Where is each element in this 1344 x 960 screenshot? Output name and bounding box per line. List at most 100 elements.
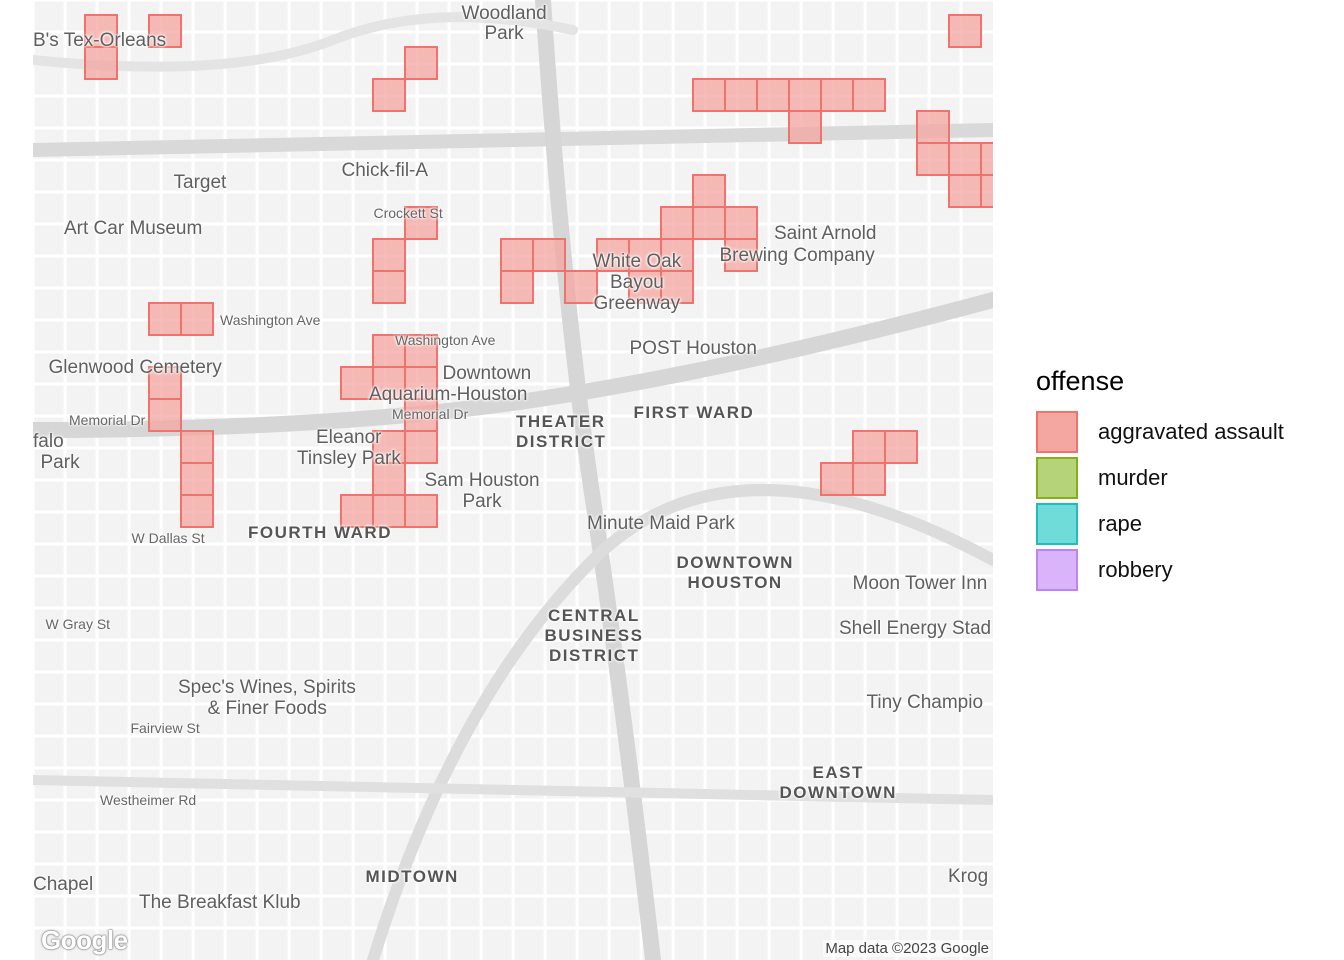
map-label: Washington Ave (395, 332, 496, 348)
map-label: The Breakfast Klub (139, 891, 301, 913)
grid-cell-aggravated-assault (916, 110, 950, 144)
grid-cell-aggravated-assault (660, 238, 694, 272)
grid-cell-aggravated-assault (372, 78, 406, 112)
grid-cell-aggravated-assault (916, 142, 950, 176)
legend-label: robbery (1098, 557, 1173, 582)
grid-cell-aggravated-assault (596, 238, 630, 272)
map-label: Woodland (461, 2, 547, 24)
grid-cell-aggravated-assault (180, 494, 214, 528)
grid-cell-aggravated-assault (564, 270, 598, 304)
legend-label: rape (1098, 511, 1143, 536)
map-label: DISTRICT (516, 431, 607, 451)
grid-cell-aggravated-assault (148, 302, 182, 336)
base-map-roads (33, 0, 993, 960)
map-label: W Gray St (45, 616, 111, 632)
grid-cell-aggravated-assault (180, 302, 214, 336)
map-label: Glenwood Cemetery (48, 356, 222, 378)
map-label: DOWNTOWN (676, 552, 794, 572)
map-label: Memorial Dr (392, 406, 469, 422)
map-label: Tiny Champio (866, 691, 984, 713)
map-label: Minute Maid Park (587, 512, 735, 534)
grid-cell-aggravated-assault (692, 206, 726, 240)
grid-cell-aggravated-assault (724, 238, 758, 272)
grid-cell-aggravated-assault (500, 270, 534, 304)
legend-item: rape (1036, 501, 1284, 547)
map-label: Greenway (593, 292, 681, 314)
map-label: Saint Arnold (774, 222, 877, 244)
map-label: Memorial Dr (69, 412, 146, 428)
grid-cell-aggravated-assault (500, 238, 534, 272)
grid-cell-aggravated-assault (404, 206, 438, 240)
grid-cell-aggravated-assault (948, 142, 982, 176)
grid-cell-aggravated-assault (852, 462, 886, 496)
legend: offense aggravated assault murder rape robb… (1036, 366, 1284, 593)
grid-cell-aggravated-assault (372, 430, 406, 464)
map-label: Park (484, 22, 524, 44)
road (33, 292, 993, 438)
map-label: DOWNTOWN (779, 782, 897, 802)
grid-cell-aggravated-assault (404, 430, 438, 464)
map-label: Park (462, 490, 502, 512)
road (33, 12, 578, 72)
legend-title: offense (1036, 366, 1125, 396)
map-label: Fairview St (130, 720, 200, 736)
grid-cell-aggravated-assault (948, 14, 982, 48)
map-label: Bayou (610, 271, 664, 293)
map-label: EAST (812, 762, 864, 782)
map-label: MIDTOWN (365, 866, 459, 886)
legend-swatch (1036, 457, 1078, 499)
grid-cell-aggravated-assault (148, 398, 182, 432)
map-label: HOUSTON (687, 572, 783, 592)
google-logo: Google (41, 925, 128, 955)
map-label: Spec's Wines, Spirits (178, 676, 356, 698)
map-label: B's Tex-Orleans (33, 29, 167, 51)
grid-cell-aggravated-assault (340, 494, 374, 528)
crime-grid-layer (84, 14, 993, 528)
grid-cell-aggravated-assault (724, 78, 758, 112)
map-label: Park (40, 451, 80, 473)
map-label: W Dallas St (131, 530, 205, 546)
grid-cell-aggravated-assault (756, 78, 790, 112)
map-canvas[interactable]: B's Tex-Orleans Woodland Park Target Chick-f… (33, 0, 993, 960)
legend-item: aggravated assault (1036, 409, 1284, 455)
map-label: Crockett St (373, 205, 443, 221)
map-label: Chick-fil-A (341, 159, 429, 181)
legend-label: aggravated assault (1098, 419, 1284, 444)
map-label: FIRST WARD (633, 402, 755, 422)
grid-cell-aggravated-assault (948, 174, 982, 208)
map-label: Art Car Museum (64, 217, 203, 239)
grid-cell-aggravated-assault (148, 14, 182, 48)
map-label: THEATER (516, 411, 606, 431)
grid-cell-aggravated-assault (372, 270, 406, 304)
grid-cell-aggravated-assault (852, 430, 886, 464)
grid-cell-aggravated-assault (372, 238, 406, 272)
grid-cell-aggravated-assault (788, 110, 822, 144)
legend-swatch (1036, 411, 1078, 453)
map-attribution[interactable]: Map data ©2023 Google (823, 940, 991, 957)
map-label: Washington Ave (220, 312, 321, 328)
grid-cell-aggravated-assault (820, 78, 854, 112)
map-label: DISTRICT (549, 645, 640, 665)
map-label: POST Houston (629, 337, 757, 359)
legend-swatch (1036, 549, 1078, 591)
map-label: Sam Houston (424, 469, 540, 491)
grid-cell-aggravated-assault (404, 334, 438, 368)
legend-label: murder (1098, 465, 1168, 490)
grid-cell-aggravated-assault (692, 78, 726, 112)
grid-cell-aggravated-assault (340, 366, 374, 400)
grid-cell-aggravated-assault (980, 174, 993, 208)
road (33, 123, 993, 157)
legend-swatch (1036, 503, 1078, 545)
grid-cell-aggravated-assault (532, 238, 566, 272)
map-label: Tinsley Park (297, 447, 401, 469)
map-label: Aquarium-Houston (369, 383, 528, 405)
grid-cell-aggravated-assault (372, 334, 406, 368)
grid-cell-aggravated-assault (788, 78, 822, 112)
grid-cell-aggravated-assault (692, 174, 726, 208)
map-label: White Oak (592, 250, 682, 272)
map-label: FOURTH WARD (248, 522, 392, 542)
grid-cell-aggravated-assault (404, 398, 438, 432)
road (33, 775, 993, 805)
map-label: Eleanor (316, 426, 382, 448)
grid-cell-aggravated-assault (980, 142, 993, 176)
